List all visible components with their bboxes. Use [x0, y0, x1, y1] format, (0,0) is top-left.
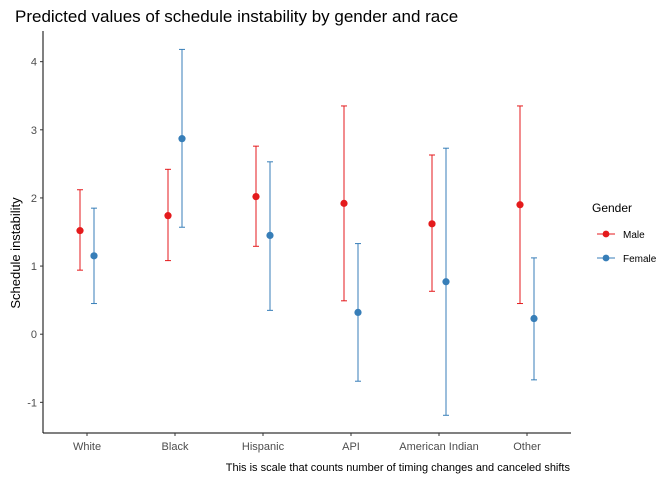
data-point	[76, 227, 84, 235]
legend-label: Male	[623, 230, 645, 241]
y-axis: -1 0 1 2 3 4	[27, 31, 44, 433]
y-tick-label: -1	[27, 397, 37, 409]
data-point	[516, 201, 524, 209]
legend-item-male: Male	[597, 230, 645, 241]
data-point	[428, 220, 436, 228]
data-point	[178, 135, 186, 143]
y-tick-label: 4	[31, 57, 37, 69]
y-tick-label: 3	[31, 125, 37, 137]
data-point	[354, 308, 362, 316]
x-tick-label: Hispanic	[242, 441, 285, 453]
data-point	[530, 314, 538, 323]
legend: Gender Male Female	[592, 201, 657, 265]
x-tick-label: API	[342, 441, 360, 453]
chart-caption: This is scale that counts number of timi…	[226, 462, 571, 474]
chart-title: Predicted values of schedule instability…	[15, 7, 458, 26]
legend-item-female: Female	[597, 254, 657, 265]
data-point	[252, 192, 260, 201]
legend-point	[602, 254, 610, 262]
data-point	[442, 278, 450, 286]
legend-label: Female	[623, 254, 657, 265]
data-point	[340, 199, 348, 207]
legend-point	[602, 230, 610, 238]
y-tick-label: 0	[31, 329, 37, 341]
legend-title: Gender	[592, 201, 632, 215]
x-tick-label: Black	[162, 441, 189, 453]
data-point	[90, 252, 98, 260]
data-point	[164, 212, 172, 220]
y-axis-title: Schedule instability	[8, 197, 23, 309]
x-tick-label: Other	[513, 441, 541, 453]
x-tick-label: American Indian	[399, 441, 479, 453]
x-tick-label: White	[73, 441, 101, 453]
data-point	[266, 231, 274, 240]
series-female	[90, 48, 538, 416]
x-axis: White Black Hispanic API American Indian Othe…	[43, 432, 571, 453]
series-male	[76, 105, 524, 305]
y-tick-label: 1	[31, 261, 37, 273]
y-tick-label: 2	[31, 193, 37, 205]
plot-marks	[76, 48, 538, 416]
